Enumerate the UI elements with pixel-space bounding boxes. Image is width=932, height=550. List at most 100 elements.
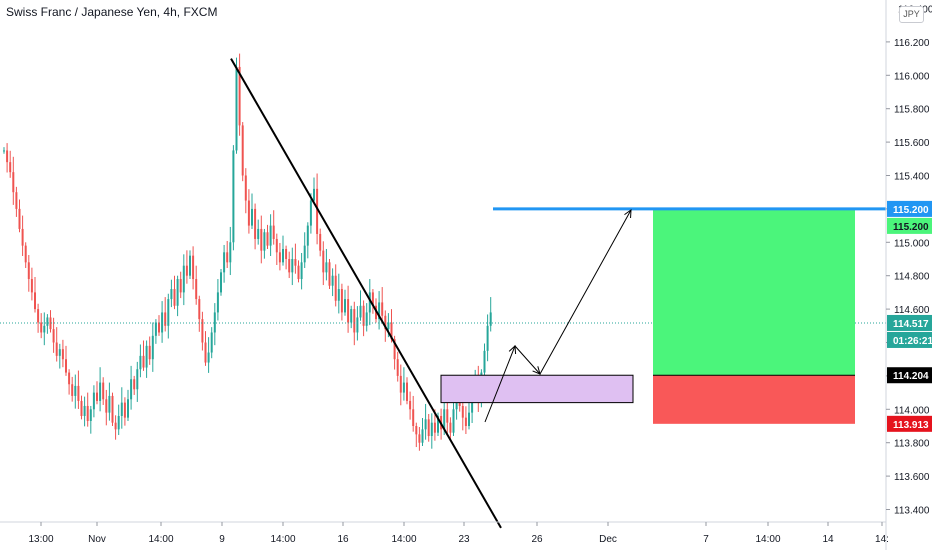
candle-body bbox=[210, 332, 213, 353]
candle-body bbox=[387, 322, 390, 330]
candle-body bbox=[148, 345, 151, 360]
candle-body bbox=[486, 325, 489, 351]
resistance-price-tag-bg bbox=[887, 200, 932, 217]
candle-body bbox=[204, 342, 207, 363]
candle-body bbox=[49, 317, 52, 330]
candle-body bbox=[291, 259, 294, 273]
candle-body bbox=[344, 299, 346, 313]
candle-body bbox=[430, 422, 433, 437]
candle-body bbox=[176, 279, 179, 306]
candle-body bbox=[12, 172, 15, 193]
candle-body bbox=[229, 242, 232, 263]
price-tags: 115.200 115.200 114.517 01:26:21 114.204 113.… bbox=[887, 200, 932, 432]
y-tick-label: 114.800 bbox=[894, 272, 930, 283]
candle-body bbox=[226, 252, 229, 263]
candle-body bbox=[260, 228, 263, 251]
last-price-tag: 114.517 bbox=[893, 319, 929, 330]
candle-body bbox=[77, 385, 80, 401]
candle-body bbox=[46, 317, 49, 326]
y-tick-label: 114.600 bbox=[894, 305, 930, 316]
candle-body bbox=[18, 208, 21, 229]
candle-body bbox=[167, 299, 170, 326]
candle-body bbox=[161, 312, 164, 333]
x-tick-label: 14:00 bbox=[755, 534, 780, 545]
candle-body bbox=[238, 66, 241, 126]
candle-body bbox=[303, 245, 306, 263]
trendline[interactable] bbox=[230, 58, 502, 529]
target-zone[interactable] bbox=[653, 208, 855, 376]
stop-zone[interactable] bbox=[653, 375, 855, 424]
x-tick-label: 9 bbox=[219, 534, 225, 545]
candle-body bbox=[151, 335, 154, 360]
candle-body bbox=[198, 299, 201, 320]
candle-body bbox=[378, 302, 381, 320]
candle-body bbox=[244, 175, 247, 201]
candle-body bbox=[68, 372, 71, 385]
candle-body bbox=[207, 352, 210, 363]
candle-body bbox=[288, 259, 291, 273]
candle-body bbox=[399, 375, 402, 393]
candle-body bbox=[241, 125, 244, 176]
stop-price-tag-bg bbox=[887, 415, 932, 432]
candle-body bbox=[99, 382, 102, 401]
candle-body bbox=[43, 325, 46, 333]
candle-body bbox=[309, 200, 312, 226]
candles-layer bbox=[3, 53, 492, 451]
candle-body bbox=[489, 312, 492, 326]
candle-body bbox=[337, 289, 340, 301]
candle-body bbox=[179, 279, 182, 293]
currency-button[interactable]: JPY bbox=[899, 6, 924, 23]
candle-body bbox=[353, 309, 356, 333]
candle-body bbox=[158, 322, 160, 333]
candle-body bbox=[257, 228, 260, 239]
x-tick-label: 23 bbox=[458, 534, 470, 545]
y-tick-label: 115.800 bbox=[894, 105, 930, 116]
arrowhead-3 bbox=[624, 208, 632, 219]
candle-body bbox=[365, 312, 368, 326]
y-axis[interactable]: 116.400116.200116.000115.800115.600115.4… bbox=[886, 5, 932, 517]
candle-body bbox=[269, 225, 272, 246]
candle-body bbox=[117, 415, 120, 430]
candle-body bbox=[313, 188, 315, 201]
candle-body bbox=[173, 289, 176, 306]
candle-body bbox=[415, 426, 418, 435]
x-tick-label: 14:00 bbox=[391, 534, 416, 545]
candle-body bbox=[368, 292, 371, 313]
candle-body bbox=[464, 417, 467, 426]
candle-body bbox=[334, 275, 337, 301]
candle-body bbox=[306, 225, 309, 246]
candle-body bbox=[6, 150, 9, 163]
candle-body bbox=[232, 150, 235, 243]
candle-body bbox=[396, 359, 399, 376]
candle-body bbox=[96, 392, 98, 401]
candle-body bbox=[71, 384, 74, 396]
candle-body bbox=[275, 238, 278, 253]
projection-path[interactable] bbox=[484, 209, 632, 423]
candle-body bbox=[223, 252, 226, 273]
demand-zone[interactable] bbox=[440, 374, 634, 404]
candle-body bbox=[154, 322, 157, 336]
candle-body bbox=[340, 289, 343, 313]
y-tick-label: 113.400 bbox=[894, 506, 930, 517]
candle-body bbox=[483, 350, 486, 373]
y-tick-label: 116.000 bbox=[894, 71, 930, 82]
candle-body bbox=[142, 355, 145, 368]
y-tick-label: 116.200 bbox=[894, 38, 930, 49]
candle-body bbox=[316, 188, 319, 234]
candle-body bbox=[384, 315, 387, 330]
drawings-layer[interactable] bbox=[0, 58, 886, 529]
candle-body bbox=[130, 379, 133, 400]
stop-price-tag: 113.913 bbox=[893, 420, 929, 431]
candle-body bbox=[350, 309, 353, 323]
candle-body bbox=[409, 400, 412, 410]
candle-body bbox=[111, 395, 114, 423]
candle-body bbox=[123, 402, 126, 418]
candle-body bbox=[145, 345, 148, 368]
y-tick-label: 115.000 bbox=[894, 238, 930, 249]
candle-body bbox=[127, 399, 129, 418]
candle-body bbox=[263, 232, 266, 251]
x-axis[interactable]: 13:00 Nov 14:00 9 14:00 16 14:00 23 26 Dec 7 14:00 1… bbox=[28, 522, 889, 545]
y-tick-label: 113.600 bbox=[894, 472, 930, 483]
